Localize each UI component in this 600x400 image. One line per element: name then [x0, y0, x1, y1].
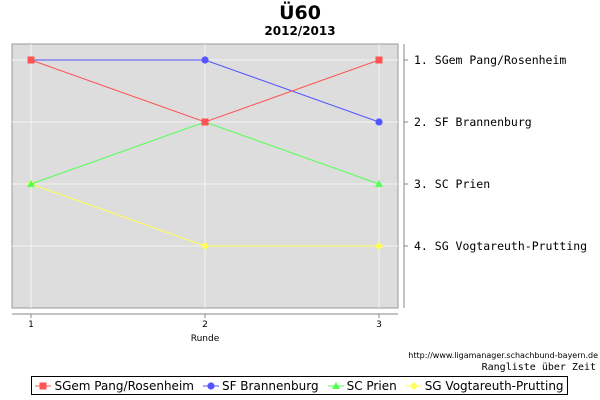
data-point — [27, 56, 35, 64]
data-point — [375, 180, 383, 187]
y-tick-label: 1. SGem Pang/Rosenheim — [414, 53, 566, 67]
x-axis-label: Runde — [191, 334, 220, 344]
data-point — [375, 118, 383, 126]
legend-swatch — [327, 381, 344, 389]
data-point — [207, 381, 215, 390]
x-tick-label: 2 — [202, 320, 208, 330]
legend-item: SC Prien — [327, 378, 397, 393]
data-point — [27, 180, 35, 187]
legend-label: SC Prien — [346, 378, 397, 393]
data-point — [375, 56, 383, 64]
x-tick-label: 1 — [28, 320, 34, 330]
legend-label: SG Vogtareuth-Prutting — [424, 378, 564, 393]
chart-legend: SGem Pang/Rosenheim SF Brannenburg SC Prie… — [31, 376, 568, 395]
data-point — [201, 242, 209, 250]
data-point — [201, 56, 209, 64]
data-point — [375, 242, 383, 250]
chart-title: Ü60 — [279, 2, 321, 24]
y-tick-label: 2. SF Brannenburg — [414, 115, 532, 129]
y-tick-label: 3. SC Prien — [414, 177, 490, 191]
source-url: http://www.ligamanager.schachbund-bayern… — [408, 351, 598, 360]
chart-subtitle: 2012/2013 — [264, 24, 336, 38]
y-tick-label: 4. SG Vogtareuth-Prutting — [414, 239, 587, 253]
data-point — [331, 381, 340, 389]
x-tick-label: 3 — [376, 320, 382, 330]
data-point — [409, 381, 418, 390]
legend-label: SF Brannenburg — [221, 378, 319, 393]
legend-swatch — [35, 382, 52, 389]
legend-label: SGem Pang/Rosenheim — [54, 378, 194, 393]
data-point — [201, 118, 209, 126]
legend-item: SGem Pang/Rosenheim — [35, 379, 194, 393]
legend-item: SG Vogtareuth-Prutting — [405, 378, 564, 393]
chart-caption: Rangliste über Zeit — [481, 362, 596, 373]
legend-swatch — [405, 381, 422, 390]
series-sgem-pang-rosenheim — [27, 56, 383, 126]
data-point — [39, 382, 47, 389]
legend-swatch — [202, 381, 219, 390]
line-chart: 1 2 3 Runde 1. SGem Pang/Rosenheim 2. SF Bran… — [11, 43, 587, 344]
legend-item: SF Brannenburg — [202, 378, 319, 393]
